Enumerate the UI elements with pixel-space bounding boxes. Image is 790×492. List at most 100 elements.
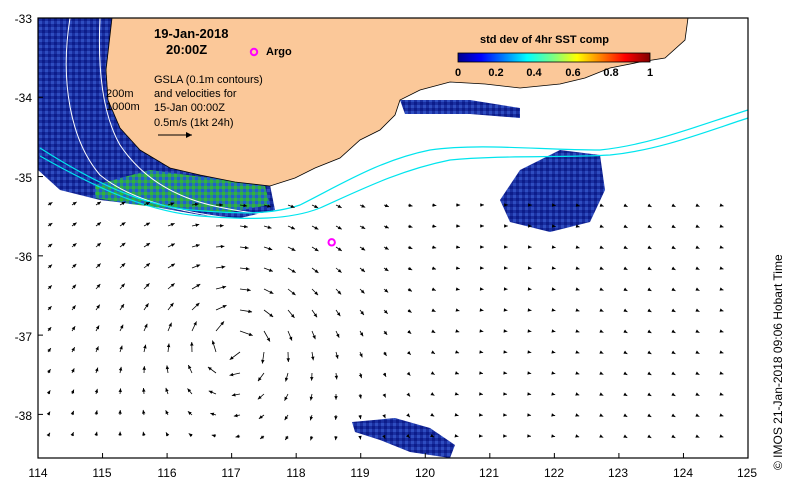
velocity-arrow-head: [575, 245, 580, 249]
velocity-arrow-head: [211, 340, 216, 345]
y-tick-label: -33: [14, 12, 32, 26]
velocity-arrow-head: [248, 309, 253, 314]
velocity-arrow-head: [527, 392, 532, 396]
contour-label-1000m: 1000m: [106, 101, 140, 113]
velocity-arrow-head: [72, 201, 77, 206]
velocity-arrow-head: [455, 350, 460, 354]
velocity-arrow-head: [266, 337, 270, 342]
velocity-arrow-head: [406, 371, 411, 376]
velocity-arrow-head: [623, 434, 628, 438]
velocity-arrow-head: [267, 225, 272, 229]
velocity-arrow-head: [406, 350, 411, 355]
x-tick-label: 116: [157, 466, 177, 480]
velocity-arrow-head: [430, 392, 435, 396]
velocity-arrow-head: [405, 434, 410, 438]
velocity-arrow-head: [314, 204, 319, 208]
velocity-arrow-head: [221, 265, 226, 269]
velocity-arrow-head: [188, 365, 192, 370]
velocity-arrow-head: [671, 203, 676, 207]
velocity-arrow-head: [170, 223, 175, 227]
velocity-arrow-head: [695, 392, 700, 396]
velocity-arrow-head: [527, 329, 532, 333]
velocity-arrow-head: [719, 203, 724, 207]
velocity-arrow-head: [695, 413, 700, 417]
velocity-arrow-head: [671, 413, 676, 417]
velocity-arrow-head: [456, 266, 460, 270]
velocity-arrow-head: [165, 387, 169, 392]
velocity-arrow-head: [222, 305, 227, 309]
velocity-arrow-head: [284, 396, 288, 401]
velocity-arrow-head: [72, 305, 76, 310]
velocity-arrow-head: [551, 413, 556, 417]
velocity-arrow-head: [243, 224, 248, 229]
velocity-arrow-head: [431, 287, 436, 291]
velocity-arrow-head: [170, 243, 175, 247]
velocity-arrow-head: [187, 411, 192, 415]
velocity-arrow-head: [170, 202, 175, 206]
velocity-arrow-head: [146, 243, 151, 247]
velocity-arrow-head: [503, 371, 508, 375]
velocity-arrow-head: [334, 396, 338, 400]
velocity-arrow-head: [71, 326, 76, 331]
velocity-arrow-head: [695, 371, 700, 375]
velocity-arrow-head: [383, 331, 388, 335]
velocity-arrow-head: [360, 289, 365, 294]
velocity-arrow-head: [527, 371, 532, 375]
x-tick-label: 118: [286, 466, 306, 480]
velocity-arrow-head: [432, 245, 437, 249]
velocity-arrow-head: [235, 434, 240, 438]
velocity-arrow-head: [623, 203, 628, 207]
velocity-arrow-head: [119, 345, 123, 350]
sst-patch-east: [500, 150, 605, 232]
velocity-arrow-head: [290, 314, 295, 318]
contour-label-200m: 200m: [106, 88, 134, 100]
velocity-arrow-head: [503, 266, 508, 270]
credit-label: © IMOS 21-Jan-2018 09:06 Hobart Time: [771, 254, 785, 470]
velocity-arrow-head: [719, 224, 724, 228]
velocity-arrow-head: [337, 204, 342, 208]
velocity-arrow-head: [146, 263, 150, 267]
velocity-arrow-head: [432, 224, 437, 228]
velocity-arrow-head: [479, 287, 484, 291]
plot-frame: [37, 17, 749, 459]
velocity-arrow-head: [384, 225, 389, 229]
current-line-1: [39, 109, 749, 214]
velocity-arrow-head: [575, 266, 580, 270]
velocity-arrow-head: [187, 388, 192, 393]
velocity-arrow-head: [719, 245, 724, 249]
velocity-arrow-head: [599, 413, 604, 417]
velocity-arrow-head: [551, 329, 556, 333]
velocity-arrow-head: [169, 302, 174, 307]
y-tick-label: -34: [14, 91, 32, 105]
velocity-arrow-head: [334, 416, 338, 420]
velocity-arrow-head: [337, 225, 342, 230]
velocity-arrow-head: [719, 266, 724, 270]
velocity-arrow-head: [623, 245, 628, 249]
velocity-arrow-head: [480, 203, 484, 207]
velocity-arrow-head: [695, 245, 700, 249]
velocity-arrow-head: [336, 312, 341, 317]
velocity-arrow-head: [479, 350, 484, 354]
velocity-arrow-head: [243, 203, 248, 208]
velocity-arrow-head: [671, 392, 676, 396]
velocity-arrow-head: [623, 329, 628, 333]
contour-200m: [98, 17, 281, 216]
velocity-arrow-head: [671, 245, 676, 249]
velocity-arrow-head: [454, 434, 459, 438]
velocity-arrow-head: [695, 266, 700, 270]
velocity-arrow-head: [382, 393, 386, 398]
velocity-arrow-head: [269, 290, 274, 294]
velocity-arrow-head: [503, 350, 508, 354]
velocity-arrow-head: [575, 350, 580, 354]
velocity-arrow-head: [48, 202, 53, 206]
velocity-arrow-head: [479, 392, 483, 396]
velocity-arrow-head: [454, 371, 459, 375]
velocity-arrow-head: [647, 308, 652, 312]
sst-strip-bight: [400, 100, 520, 118]
velocity-arrow-head: [220, 224, 224, 228]
velocity-arrow-head: [245, 266, 250, 271]
velocity-arrow-head: [430, 433, 435, 438]
velocity-arrow-head: [269, 313, 274, 317]
velocity-arrow-head: [527, 245, 532, 249]
velocity-arrow-head: [408, 203, 413, 207]
